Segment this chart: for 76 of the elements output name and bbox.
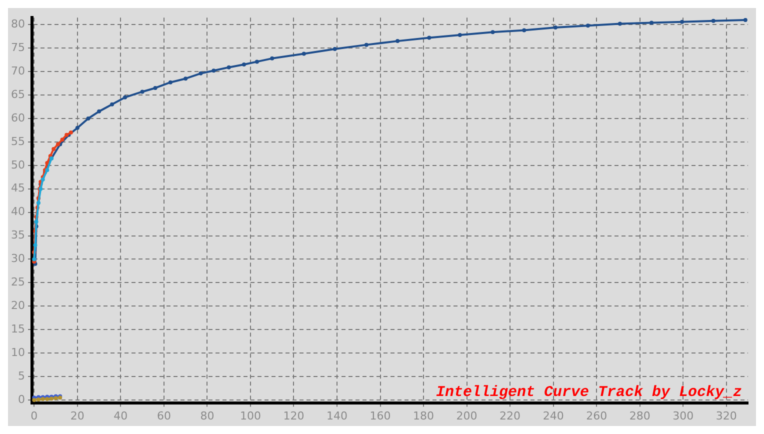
y-tick-label: 10 [10,346,25,359]
y-tick-label: 60 [10,111,25,124]
point [97,109,102,114]
y-tick-label: 20 [10,299,25,312]
point [302,52,306,56]
point [45,397,50,402]
x-tick-label: 0 [30,409,38,422]
x-tick-label: 260 [586,409,608,422]
x-tick-label: 60 [156,409,171,422]
point [332,47,337,52]
point [52,146,56,151]
y-tick-label: 50 [10,158,25,172]
x-tick-label: 300 [672,409,694,422]
x-tick-label: 240 [542,409,564,422]
point [198,71,203,76]
point [123,95,128,100]
point [140,90,144,94]
y-tick-label: 80 [10,17,25,30]
point [110,102,114,106]
y-tick-label: 5 [18,369,25,382]
x-tick-label: 320 [716,409,737,422]
point [553,25,558,30]
point [36,398,40,402]
y-tick-label: 15 [10,322,25,336]
y-tick-label: 45 [10,182,25,195]
point [153,86,158,90]
point [586,24,590,28]
y-tick-label: 65 [10,88,25,101]
x-tick-label: 220 [500,409,521,422]
point [45,161,50,166]
x-tick-label: 20 [70,409,84,422]
y-tick-label: 25 [10,276,25,289]
point [711,18,716,23]
x-tick-label: 280 [629,409,650,422]
x-tick-label: 120 [283,409,304,422]
point [490,30,495,34]
point [650,20,654,25]
point [33,243,38,248]
y-tick-label: 35 [10,228,25,242]
point [36,200,40,205]
x-tick-label: 200 [456,409,478,422]
x-tick-label: 80 [200,409,214,422]
point [32,257,36,262]
point [226,65,231,70]
y-tick-label: 40 [10,205,25,218]
point [34,220,38,224]
point [364,42,368,47]
point [60,138,64,142]
y-tick-label: 55 [10,134,25,148]
point [242,62,246,67]
point [45,168,50,172]
point [75,126,80,130]
point [427,36,432,40]
point [86,116,90,120]
point [254,60,259,64]
point [396,39,400,44]
x-tick-label: 100 [240,409,261,422]
x-tick-label: 140 [326,409,348,422]
point [56,142,60,146]
annotation: Intelligent Curve Track by Locky_z [436,384,742,402]
point [743,18,748,22]
point [168,80,172,84]
y-tick-label: 30 [10,252,25,266]
y-tick-label: 70 [10,64,25,78]
point [212,68,216,73]
point [184,76,188,81]
point [522,28,526,32]
point [270,56,274,60]
point [458,32,462,37]
point [618,22,622,26]
x-tick-label: 160 [370,409,391,422]
y-tick-label: 75 [10,40,25,54]
x-tick-label: 180 [413,409,434,422]
point [680,20,684,24]
x-tick-label: 40 [114,409,128,422]
y-tick-label: 0 [18,392,25,406]
